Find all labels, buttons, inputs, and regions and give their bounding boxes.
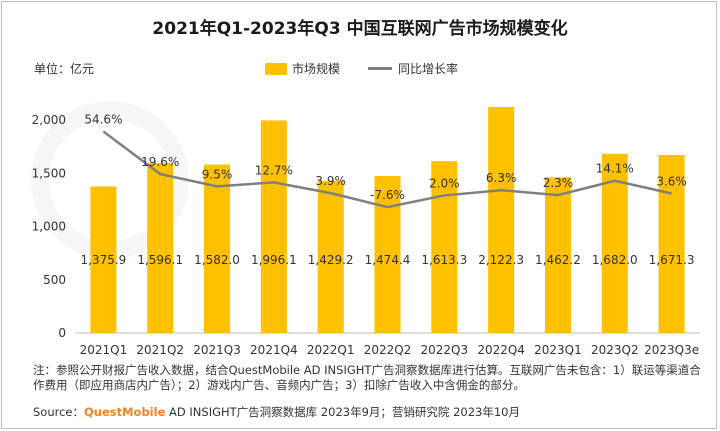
x-tick-label: 2022Q2 — [364, 343, 412, 357]
bar — [544, 177, 571, 333]
source-prefix: Source： — [33, 405, 84, 419]
growth-label: -7.6% — [370, 188, 405, 202]
legend-line-label: 同比增长率 — [398, 62, 459, 76]
legend-item-bar: 市场规模 — [265, 60, 340, 77]
unit-label: 单位：亿元 — [34, 62, 95, 76]
bar — [260, 120, 287, 334]
bar-value-label: 1,682.0 — [592, 253, 638, 267]
legend-bar-swatch — [265, 62, 287, 75]
x-tick-label: 2023Q1 — [534, 343, 582, 357]
bar-value-label: 1,474.4 — [365, 253, 411, 267]
growth-label: 19.6% — [141, 155, 179, 169]
y-tick-label: 500 — [43, 273, 66, 287]
bar-value-label: 1,582.0 — [194, 253, 240, 267]
growth-label: 9.5% — [202, 167, 233, 181]
bar — [90, 186, 117, 333]
bar-value-label: 1,462.2 — [535, 253, 581, 267]
legend-line-swatch — [368, 67, 393, 70]
legend-item-line: 同比增长率 — [368, 60, 458, 77]
x-tick-label: 2021Q4 — [250, 343, 298, 357]
x-tick-label: 2022Q4 — [477, 343, 525, 357]
growth-label: 12.7% — [255, 163, 293, 177]
x-tick-label: 2023Q3e — [644, 343, 699, 357]
bar — [488, 106, 515, 333]
legend-bar-label: 市场规模 — [292, 62, 341, 76]
x-tick-label: 2021Q1 — [80, 343, 128, 357]
x-tick-label: 2022Q1 — [307, 343, 355, 357]
growth-label: 3.9% — [315, 174, 346, 188]
bar — [658, 155, 685, 333]
legend: 市场规模 同比增长率 — [265, 60, 486, 77]
growth-label: 2.0% — [429, 176, 460, 190]
y-tick-label: 1,000 — [32, 220, 66, 234]
growth-label: 3.6% — [656, 174, 687, 188]
y-tick-label: 0 — [58, 326, 66, 340]
bar — [204, 164, 231, 333]
growth-label: 54.6% — [84, 113, 122, 127]
growth-line — [102, 130, 672, 209]
bar — [317, 180, 344, 333]
bar — [431, 161, 458, 333]
source-line: Source：QuestMobile AD INSIGHT广告洞察数据库 202… — [33, 404, 520, 420]
footnote: 注：参照公开财报广告收入数据，结合QuestMobile AD INSIGHT广… — [33, 363, 701, 392]
x-tick-label: 2022Q3 — [421, 343, 469, 357]
growth-label: 14.1% — [596, 162, 634, 176]
bar — [374, 175, 401, 333]
bar-value-label: 1,996.1 — [251, 253, 297, 267]
source-brand: QuestMobile — [84, 405, 166, 419]
growth-label: 6.3% — [486, 171, 517, 185]
x-tick-label: 2023Q2 — [591, 343, 639, 357]
x-tick-label: 2021Q2 — [136, 343, 184, 357]
x-tick-label: 2021Q3 — [193, 343, 241, 357]
growth-label: 2.3% — [543, 176, 574, 190]
source-rest: AD INSIGHT广告洞察数据库 2023年9月；营销研究院 2023年10月 — [165, 405, 520, 419]
bar — [147, 163, 174, 333]
bar-value-label: 1,429.2 — [308, 253, 354, 267]
bar-value-label: 1,375.9 — [81, 253, 127, 267]
bar-value-label: 2,122.3 — [478, 253, 524, 267]
y-tick-label: 1,500 — [32, 166, 66, 180]
bar-value-label: 1,671.3 — [649, 253, 695, 267]
bar-value-label: 1,613.3 — [421, 253, 467, 267]
y-tick-label: 2,000 — [32, 113, 66, 127]
bar-value-label: 1,596.1 — [137, 253, 183, 267]
chart-title: 2021年Q1-2023年Q3 中国互联网广告市场规模变化 — [152, 19, 568, 39]
